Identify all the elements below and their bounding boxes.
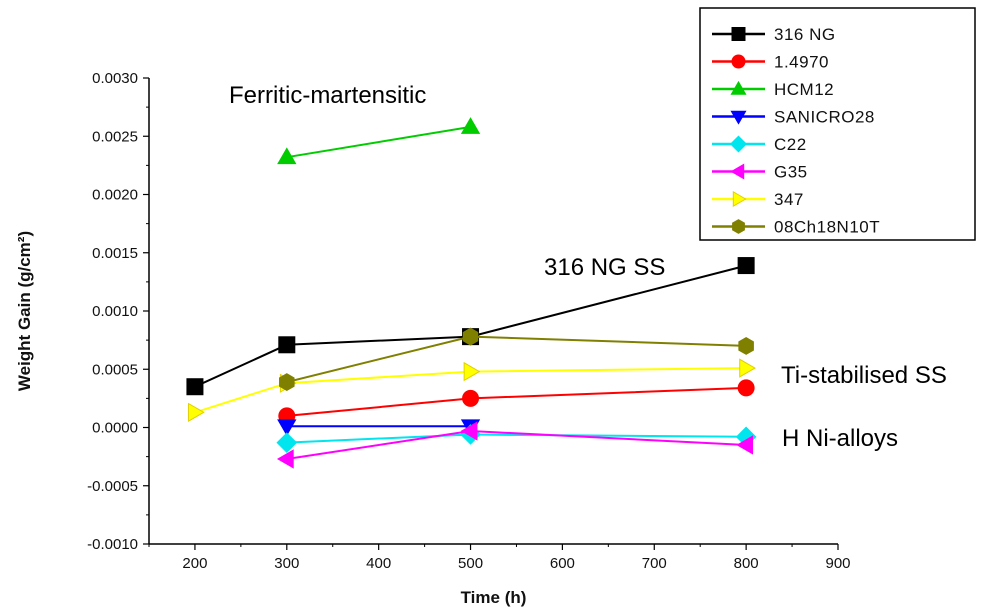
- series-line: [286, 125, 471, 159]
- y-tick-label: -0.0005: [87, 478, 138, 495]
- data-point: [277, 449, 294, 469]
- x-tick-label: 900: [825, 555, 850, 572]
- series-c22: [276, 424, 757, 453]
- data-point: [460, 117, 481, 134]
- x-tick-label: 500: [458, 555, 483, 572]
- series-layer: [186, 117, 757, 469]
- annotation-316-ng-ss: 316 NG SS: [544, 254, 665, 281]
- y-tick-label: 0.0020: [92, 187, 138, 204]
- series-1-4970: [278, 379, 755, 425]
- legend-label: 347: [774, 190, 804, 209]
- y-tick-label: 0.0010: [92, 303, 138, 320]
- legend-label: 316 NG: [774, 25, 836, 44]
- legend-marker: [732, 190, 747, 208]
- legend-marker: [730, 163, 745, 180]
- data-point: [277, 419, 297, 437]
- y-tick-label: 0.0000: [92, 420, 138, 437]
- series-08ch18n10t: [279, 327, 754, 392]
- y-tick-label: 0.0005: [92, 361, 138, 378]
- y-tick-label: 0.0025: [92, 128, 138, 145]
- series-line: [194, 264, 747, 388]
- x-axis-title: Time (h): [461, 588, 527, 607]
- series-sanicro28: [277, 419, 481, 437]
- legend: 316 NG 1.4970 HCM12 SANICRO28 C22 G35 347 08Ch1…: [699, 7, 976, 241]
- data-point: [277, 147, 297, 165]
- x-tick-label: 300: [274, 555, 299, 572]
- x-tick-label: 400: [366, 555, 391, 572]
- data-point: [462, 327, 479, 346]
- legend-marker: [731, 54, 746, 69]
- legend-label: G35: [774, 163, 808, 182]
- legend-box: [699, 7, 976, 241]
- legend-marker: [730, 80, 747, 95]
- legend-item: 1.4970: [712, 53, 829, 72]
- data-point: [462, 389, 480, 407]
- legend-item: G35: [712, 163, 808, 182]
- x-tick-label: 200: [182, 555, 207, 572]
- x-tick-label: 700: [642, 555, 667, 572]
- legend-item: 347: [712, 190, 804, 209]
- annotation-h-ni-alloys: H Ni-alloys: [782, 425, 898, 452]
- legend-item: 08Ch18N10T: [712, 218, 880, 237]
- series-hcm12: [277, 117, 481, 165]
- series-line: [286, 386, 747, 417]
- legend-label: SANICRO28: [774, 108, 875, 127]
- data-point: [737, 257, 755, 275]
- series-g35: [277, 421, 754, 469]
- axis-ticks: 200 300 400 500 600 700 800 900 -0.0010 -0.0005 0.…: [87, 70, 850, 572]
- legend-item: SANICRO28: [712, 108, 875, 127]
- y-tick-label: 0.0030: [92, 70, 138, 87]
- y-tick-label: 0.0015: [92, 245, 138, 262]
- y-axis-title: Weight Gain (g/cm²): [15, 231, 34, 391]
- legend-item: C22: [712, 135, 807, 154]
- legend-label: 08Ch18N10T: [774, 218, 880, 237]
- data-point: [186, 378, 204, 396]
- legend-marker: [731, 27, 746, 41]
- data-point: [463, 361, 481, 382]
- data-point: [737, 379, 755, 397]
- data-point: [739, 358, 756, 378]
- legend-item: 316 NG: [712, 25, 836, 44]
- x-tick-label: 800: [734, 555, 759, 572]
- legend-label: 1.4970: [774, 53, 829, 72]
- y-tick-label: -0.0010: [87, 536, 138, 553]
- legend-label: C22: [774, 135, 807, 154]
- data-point: [738, 336, 754, 355]
- legend-label: HCM12: [774, 80, 834, 99]
- legend-marker: [729, 135, 748, 153]
- annotation-ferritic-martensitic: Ferritic-martensitic: [229, 82, 426, 109]
- legend-marker: [732, 219, 745, 234]
- legend-marker: [730, 110, 747, 125]
- data-point: [736, 435, 754, 455]
- legend-item: HCM12: [712, 80, 834, 99]
- series-line: [286, 335, 747, 384]
- x-tick-label: 600: [550, 555, 575, 572]
- annotation-ti-stabilised-ss: Ti-stabilised SS: [781, 362, 947, 389]
- series-line: [194, 367, 747, 414]
- data-point: [460, 421, 478, 441]
- data-point: [276, 432, 298, 453]
- data-point: [188, 402, 205, 423]
- data-point: [278, 336, 296, 354]
- data-point: [279, 373, 295, 392]
